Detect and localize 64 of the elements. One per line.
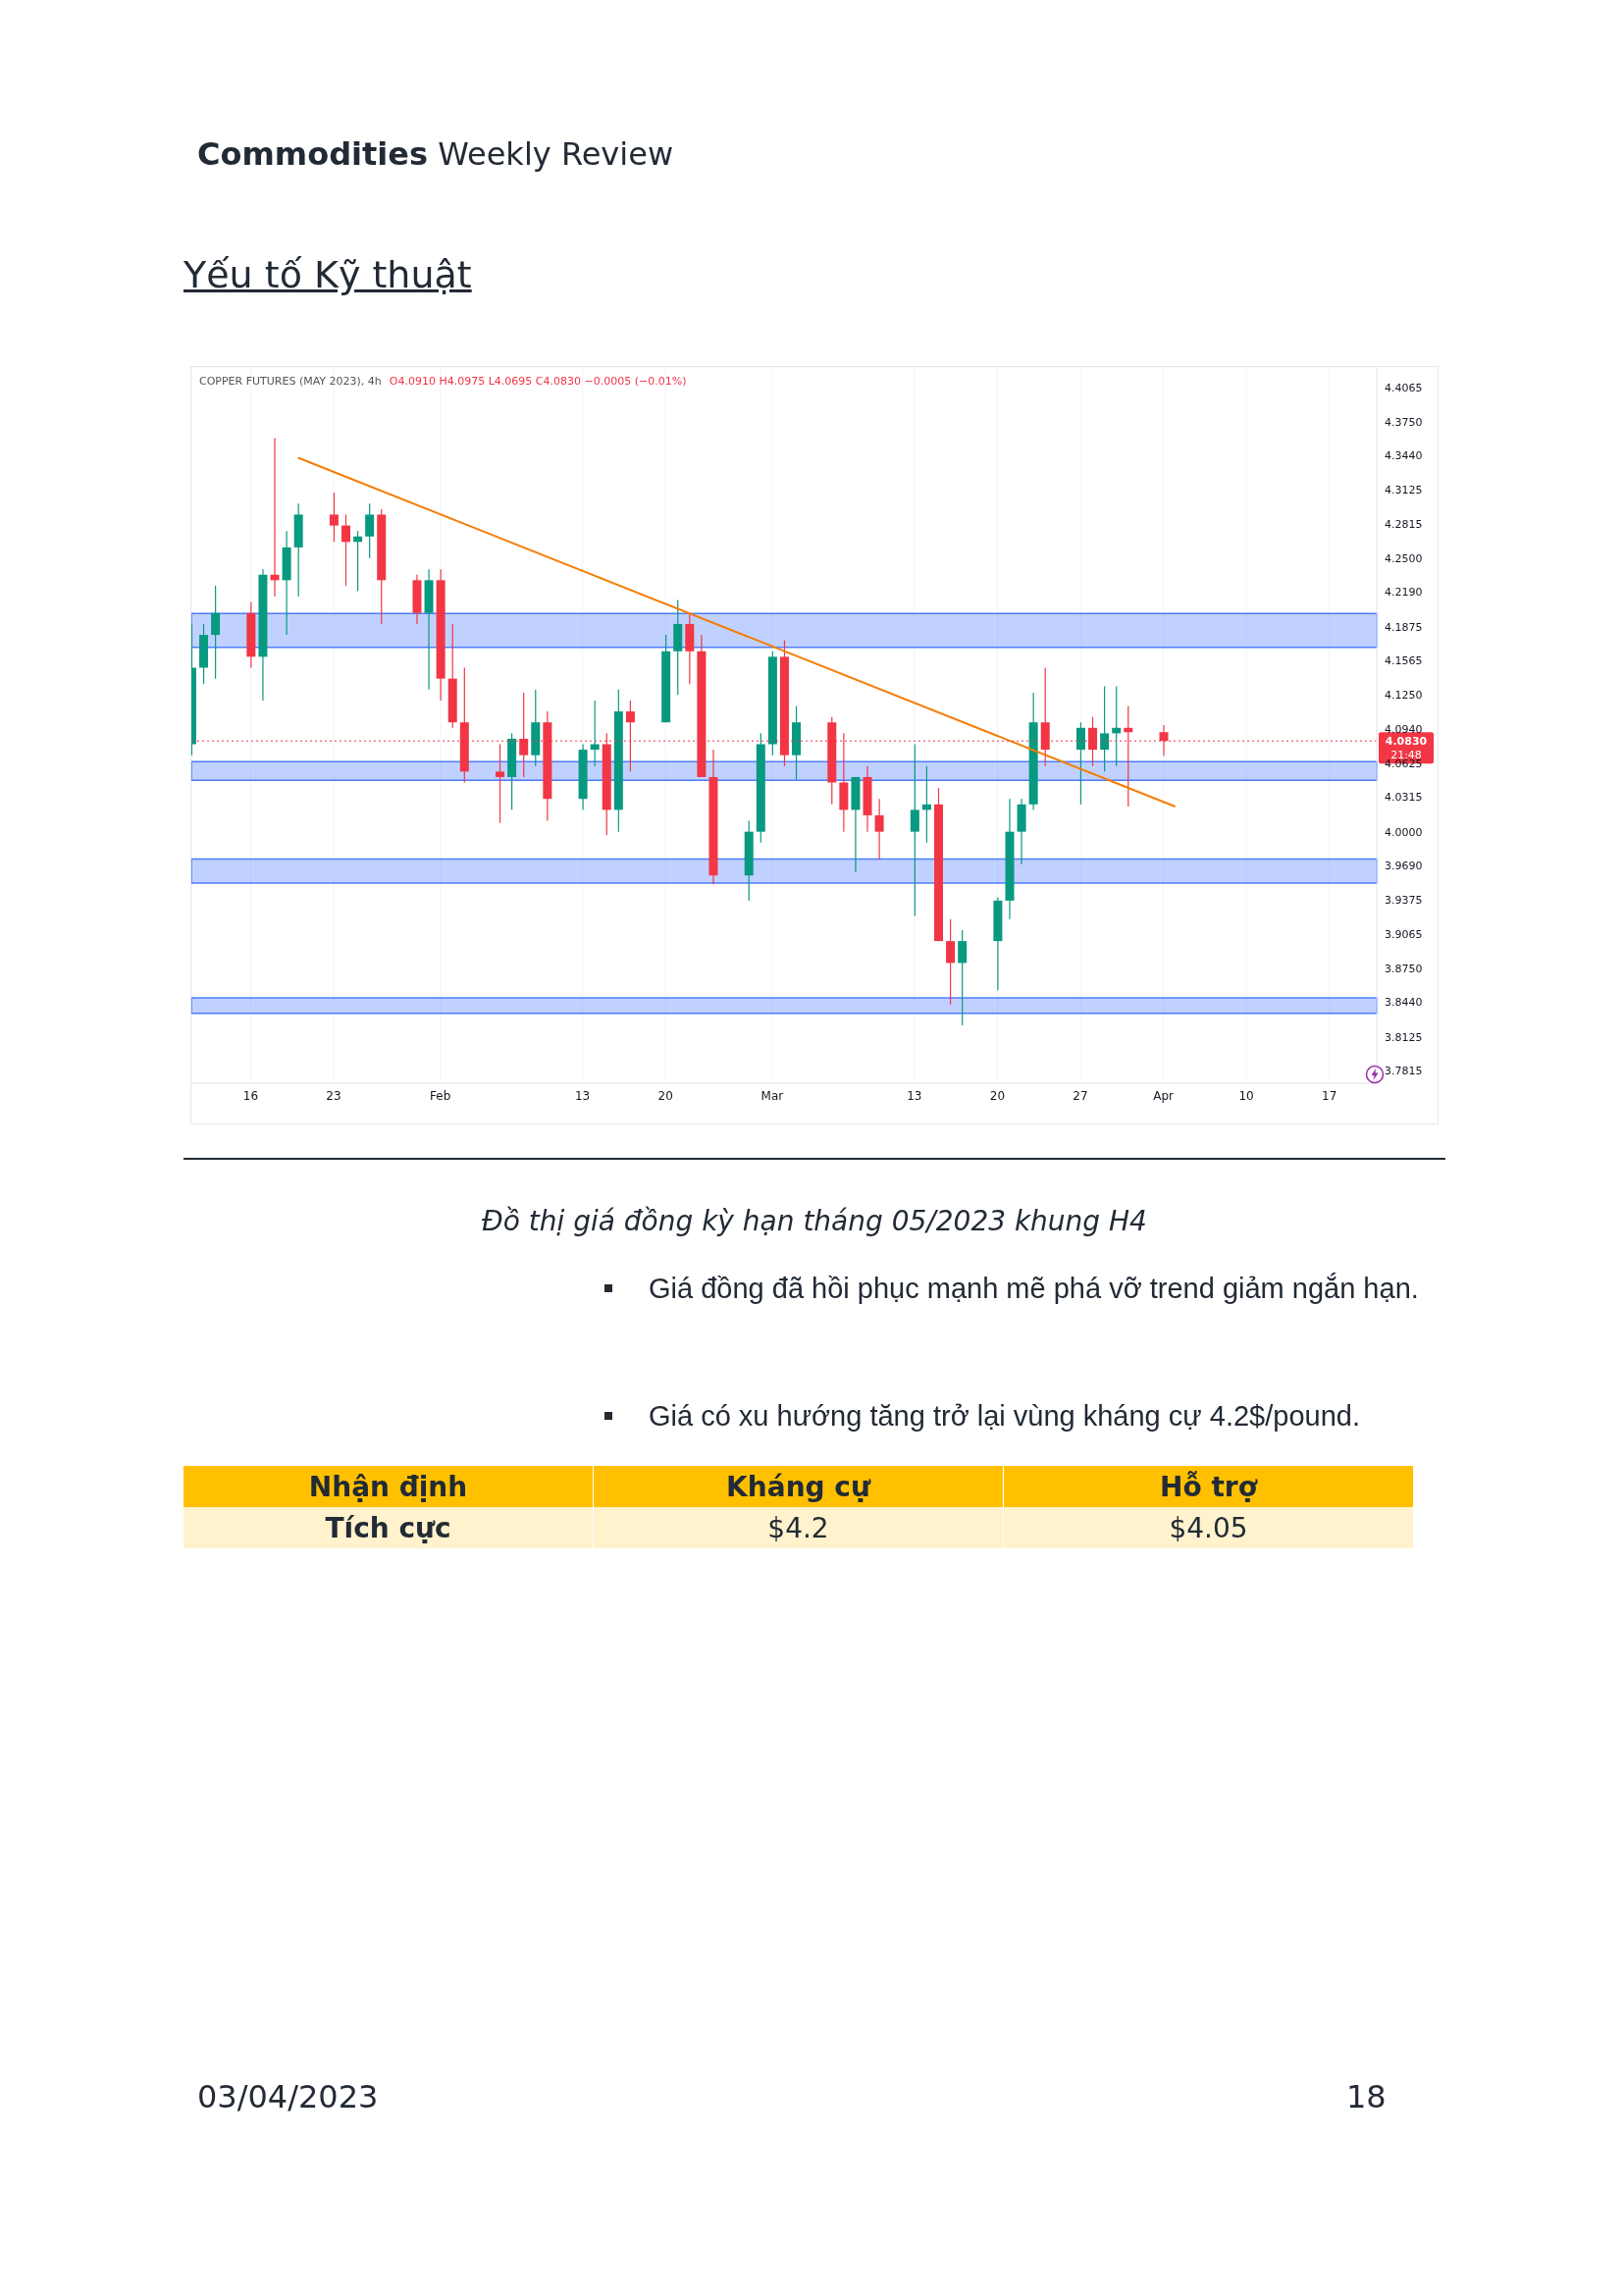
candlestick [353,530,363,593]
y-tick-label: 3.8125 [1385,1030,1423,1044]
text: Kháng cự [594,1466,1004,1507]
text: Tích cực [183,1507,594,1548]
x-tick-label: 16 [242,1088,259,1103]
y-tick-label: 4.2815 [1385,517,1423,531]
y-tick-label: 4.0000 [1385,825,1423,839]
candlestick [590,700,600,767]
text: Yếu tố Kỹ thuật [183,253,472,296]
candlestick [921,765,931,844]
x-tick-label: 27 [1073,1088,1088,1103]
x-tick-label: 20 [989,1088,1006,1103]
x-tick-label: Apr [1153,1088,1174,1103]
y-tick-label: 4.1250 [1385,689,1423,703]
candlestick [946,918,956,1006]
candlestick [1112,685,1122,767]
x-tick-label: 10 [1238,1088,1254,1103]
y-tick-label: 3.8750 [1385,962,1423,975]
text: 18 [1346,2078,1387,2115]
text: 03/04/2023 [197,2078,379,2115]
x-tick-label: 20 [657,1088,673,1103]
y-tick-label: 4.0315 [1385,791,1423,805]
text: Đồ thị giá đồng kỳ hạn tháng 05/2023 khung H4 [481,1205,1148,1237]
text: Nhận định [183,1466,594,1507]
candlestick [329,492,339,543]
candlestick [958,929,968,1026]
candlestick [496,743,505,824]
y-tick-label: 3.9690 [1385,860,1423,873]
text: Weekly Review [438,135,674,173]
candlestick [365,502,375,559]
y-tick-label: 4.4065 [1385,381,1423,394]
y-tick-label: 3.8440 [1385,996,1423,1010]
candlestick [1075,721,1085,806]
candlestick [874,798,884,861]
y-tick-label: 4.3750 [1385,415,1423,429]
y-tick-label: 3.7815 [1385,1065,1423,1078]
y-tick-label: 3.9065 [1385,927,1423,941]
y-tick-label: 4.3440 [1385,449,1423,463]
text: Giá đồng đã hồi phục mạnh mẽ phá vỡ trend giảm ngắn hạn. [649,1272,1419,1306]
y-tick-label: 4.1565 [1385,654,1423,668]
text: Commodities [197,135,429,173]
y-tick-label: 4.3125 [1385,484,1423,497]
candlestick [341,513,350,587]
x-tick-label: Mar [760,1088,784,1103]
candlestick [211,585,221,680]
text: $4.2 [594,1507,1004,1548]
text: O4.0910 H4.0975 L4.0695 C4.0830 −0.0005 (−0.01%) [389,375,687,388]
y-tick-label: 4.1875 [1385,620,1423,634]
text: Giá có xu hướng tăng trở lại vùng kháng cự 4.2$/pound. [649,1399,1360,1434]
x-tick-label: 13 [575,1088,591,1103]
text: $4.05 [1004,1507,1414,1548]
x-tick-label: Feb [430,1088,451,1103]
text: Hỗ trợ [1004,1466,1414,1507]
x-tick-label: 23 [326,1088,341,1103]
candlestick [270,437,280,598]
candlestick [910,743,919,917]
y-tick-label: 4.2190 [1385,586,1423,600]
x-tick-label: 17 [1322,1088,1337,1103]
candlestick [1100,685,1110,772]
y-tick-label: 4.2500 [1385,551,1423,565]
y-tick-label: 3.9375 [1385,894,1423,908]
ref-line-label: 4.0830 [1385,735,1428,749]
x-tick-label: 13 [907,1088,922,1103]
text: COPPER FUTURES (MAY 2023), 4h [199,375,382,388]
